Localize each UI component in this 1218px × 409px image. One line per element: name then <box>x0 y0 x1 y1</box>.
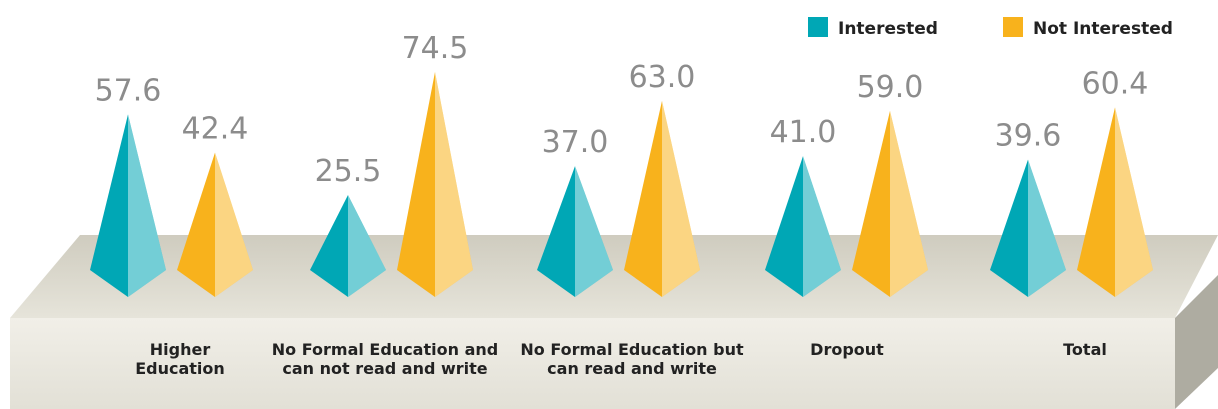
pyramid <box>177 152 253 297</box>
category-label: Dropout <box>810 340 884 359</box>
pyramid <box>990 159 1066 297</box>
pyramid-face <box>1077 107 1115 298</box>
legend-label: Not Interested <box>1033 19 1173 39</box>
pyramid <box>90 114 166 297</box>
category-label: Higher Education <box>135 340 225 378</box>
pyramid-face <box>1028 159 1066 297</box>
pyramid-face <box>990 159 1028 297</box>
pyramid-face <box>662 100 700 298</box>
legend-swatch <box>1003 17 1023 37</box>
pyramid <box>624 100 700 298</box>
pyramid-face <box>215 152 253 297</box>
value-label: 39.6 <box>995 119 1062 154</box>
pyramid <box>852 110 928 297</box>
pyramid-face <box>348 194 386 297</box>
pyramid-face <box>852 110 890 297</box>
pyramid-face <box>1115 107 1153 298</box>
value-label: 57.6 <box>95 73 162 108</box>
value-label: 59.0 <box>857 70 924 105</box>
pyramid-face <box>803 156 841 297</box>
category-label: No Formal Education and can not read and… <box>271 340 499 378</box>
pyramid-face <box>662 100 700 298</box>
value-label: 60.4 <box>1082 66 1149 101</box>
legend-swatch <box>808 17 828 37</box>
pyramid-face <box>215 152 253 297</box>
pyramid <box>1077 107 1153 298</box>
pyramid <box>537 166 613 297</box>
value-label: 25.5 <box>315 154 382 189</box>
value-label: 42.4 <box>182 112 249 147</box>
pyramid-face <box>1115 107 1153 298</box>
pyramid-face <box>537 166 575 297</box>
pyramid-face <box>803 156 841 297</box>
pyramid-face <box>624 100 662 298</box>
pyramid <box>397 72 473 297</box>
pyramid-face <box>310 194 348 297</box>
pyramid-face <box>90 114 128 297</box>
pyramid-face <box>177 152 215 297</box>
pyramid-face <box>128 114 166 297</box>
category-label: No Formal Education but can read and wri… <box>520 340 744 378</box>
pyramid-face <box>128 114 166 297</box>
value-label: 41.0 <box>770 115 837 150</box>
pyramid-face <box>348 194 386 297</box>
pyramid-face <box>765 156 803 297</box>
value-label: 37.0 <box>542 125 609 160</box>
pyramid <box>310 194 386 297</box>
category-label: Total <box>1063 340 1107 359</box>
platform-side <box>1175 275 1218 409</box>
value-label: 74.5 <box>402 31 469 66</box>
pyramid-face <box>435 72 473 297</box>
pyramid-face <box>1028 159 1066 297</box>
pyramid-face <box>397 72 435 297</box>
pyramid-face <box>575 166 613 297</box>
platform-front <box>10 318 1175 409</box>
pyramid-face <box>890 110 928 297</box>
pyramid <box>765 156 841 297</box>
pyramid-face <box>890 110 928 297</box>
pyramid-face <box>575 166 613 297</box>
pyramid-face <box>435 72 473 297</box>
value-label: 63.0 <box>629 60 696 95</box>
legend-label: Interested <box>838 19 938 39</box>
